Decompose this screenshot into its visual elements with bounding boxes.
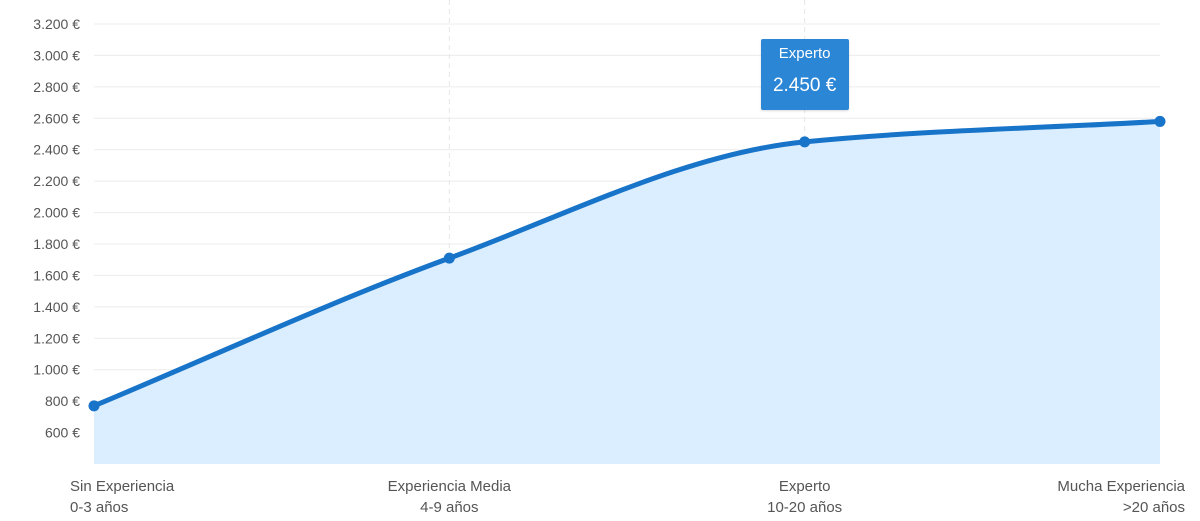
- x-category-range: >20 años: [1123, 499, 1185, 516]
- data-point: [1154, 115, 1166, 127]
- y-tick-label: 2.200 €: [33, 173, 80, 189]
- x-category-label: Mucha Experiencia: [1057, 478, 1185, 495]
- data-point: [443, 252, 455, 264]
- y-tick-label: 600 €: [45, 425, 80, 441]
- series-line: [91, 118, 1163, 409]
- y-tick-label: 800 €: [45, 393, 80, 409]
- tooltip-value: 2.450 €: [772, 74, 837, 96]
- area-fill: [94, 121, 1160, 464]
- y-tick-label: 1.200 €: [33, 330, 80, 346]
- data-point: [799, 136, 811, 148]
- x-category-range: 4-9 años: [420, 499, 478, 516]
- x-category-label: Experiencia Media: [388, 478, 512, 495]
- data-point: [88, 400, 100, 412]
- x-category-label: Sin Experiencia: [70, 478, 175, 495]
- x-category-range: 10-20 años: [767, 499, 842, 516]
- y-tick-label: 1.000 €: [33, 362, 80, 378]
- y-tick-label: 1.800 €: [33, 236, 80, 252]
- x-category-label: Experto: [779, 478, 831, 495]
- y-tick-label: 1.600 €: [33, 267, 80, 283]
- y-tick-label: 2.400 €: [33, 142, 80, 158]
- y-tick-label: 2.800 €: [33, 79, 80, 95]
- y-tick-label: 3.200 €: [33, 16, 80, 32]
- x-category-range: 0-3 años: [70, 499, 128, 516]
- y-tick-label: 2.000 €: [33, 205, 80, 221]
- tooltip: Experto 2.450 €: [760, 38, 849, 110]
- y-tick-label: 1.400 €: [33, 299, 80, 315]
- y-tick-label: 2.600 €: [33, 110, 80, 126]
- y-tick-label: 3.000 €: [33, 47, 80, 63]
- tooltip-label: Experto: [778, 44, 831, 62]
